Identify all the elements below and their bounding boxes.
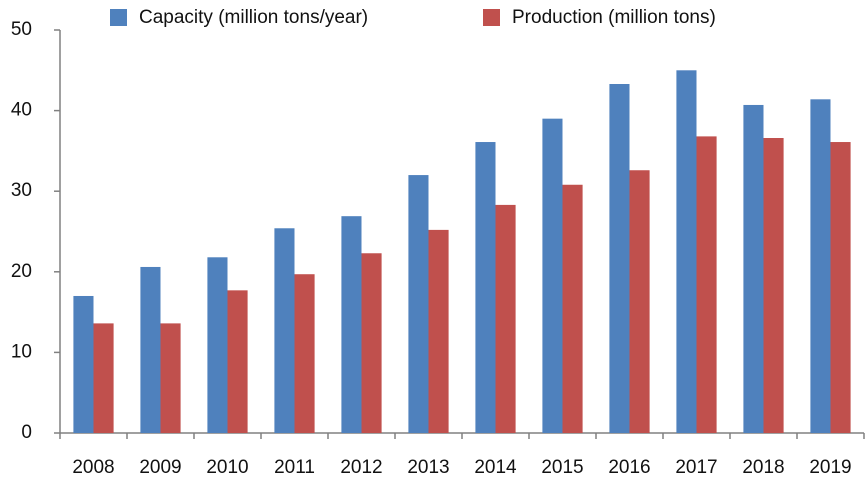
bar [93,323,114,433]
y-tick-label: 10 [11,341,32,362]
bar [160,323,181,433]
y-tick-label: 30 [11,180,32,201]
x-tick-label: 2010 [206,457,248,478]
legend-label: Capacity (million tons/year) [139,7,368,28]
bar [294,274,315,433]
bar [227,290,248,433]
bar [676,70,697,434]
bar [609,84,630,433]
bar [428,229,449,433]
bar [629,170,650,433]
x-tick-label: 2011 [274,457,315,478]
legend-swatch [483,9,500,26]
bar [542,118,563,433]
legend-label: Production (million tons) [512,7,716,28]
x-tick-label: 2008 [72,457,114,478]
y-tick-label: 50 [11,19,32,40]
x-tick-label: 2017 [675,457,717,478]
x-tick-label: 2019 [809,457,851,478]
bar [274,228,295,433]
bar [495,204,516,433]
bar [696,136,717,433]
bar [810,99,831,433]
bar [361,253,382,433]
legend-swatch [110,9,127,26]
x-tick-label: 2018 [742,457,784,478]
x-tick-label: 2009 [139,457,181,478]
bar [763,138,784,433]
x-tick-label: 2014 [474,457,517,478]
y-tick-label: 40 [11,100,32,121]
bar [207,257,228,433]
x-tick-label: 2013 [407,457,449,478]
x-tick-label: 2012 [340,457,382,478]
y-tick-label: 0 [21,422,32,443]
bar [475,142,496,433]
y-tick-label: 20 [11,261,32,282]
bar [73,295,94,433]
bar [341,216,362,433]
bar [140,266,161,433]
bar [408,175,429,433]
x-tick-label: 2015 [541,457,583,478]
bar [562,184,583,433]
bar [743,104,764,433]
bar [830,142,851,433]
x-tick-label: 2016 [608,457,650,478]
